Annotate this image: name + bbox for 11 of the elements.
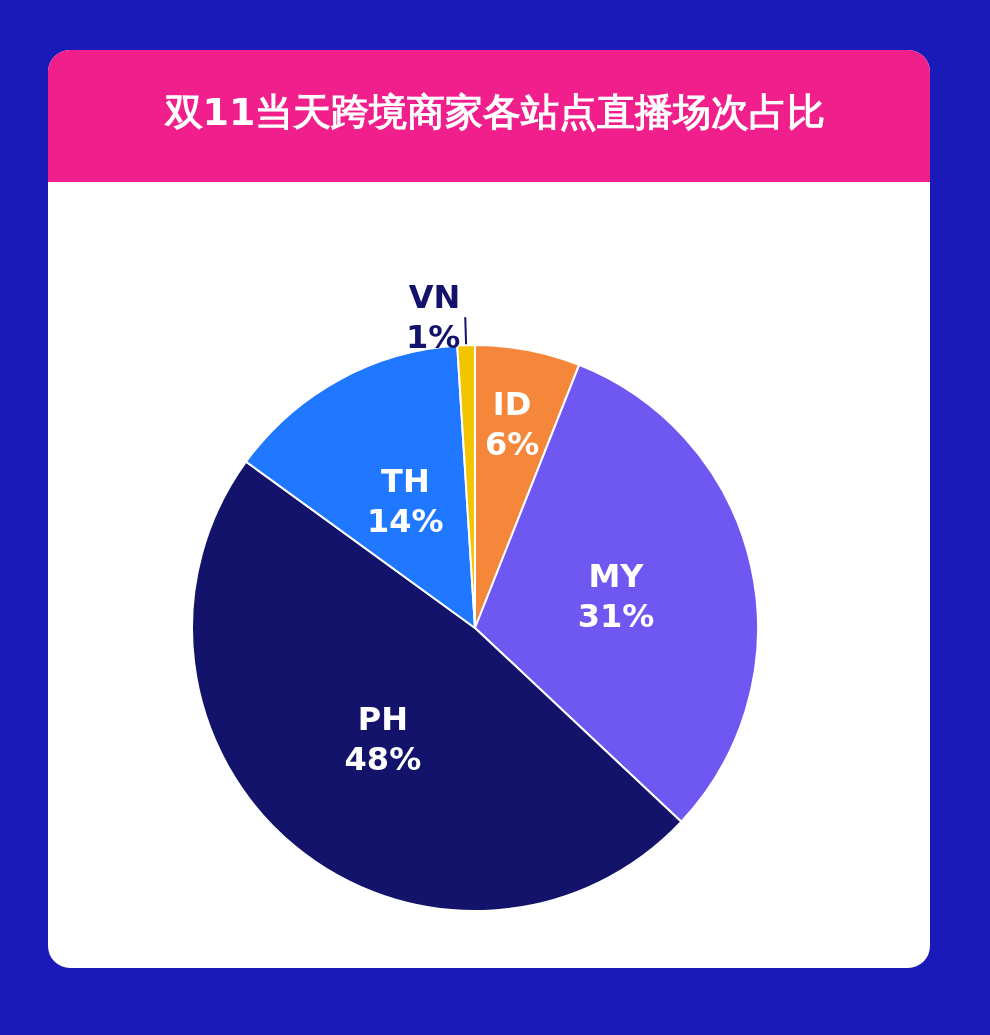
chart-title: 双11当天跨境商家各站点直播场次占比 — [162, 90, 826, 134]
slice-label: ID — [492, 385, 532, 424]
slice-label: PH — [357, 700, 409, 739]
slice-label: MY — [588, 557, 645, 596]
data-label: 48% — [344, 740, 422, 779]
data-label: 14% — [367, 502, 444, 541]
data-label: 31% — [577, 597, 655, 636]
slice-label: TH — [381, 462, 430, 501]
data-label: 1% — [405, 318, 461, 357]
data-label: 6% — [484, 425, 540, 464]
slice-label: VN — [408, 278, 461, 317]
